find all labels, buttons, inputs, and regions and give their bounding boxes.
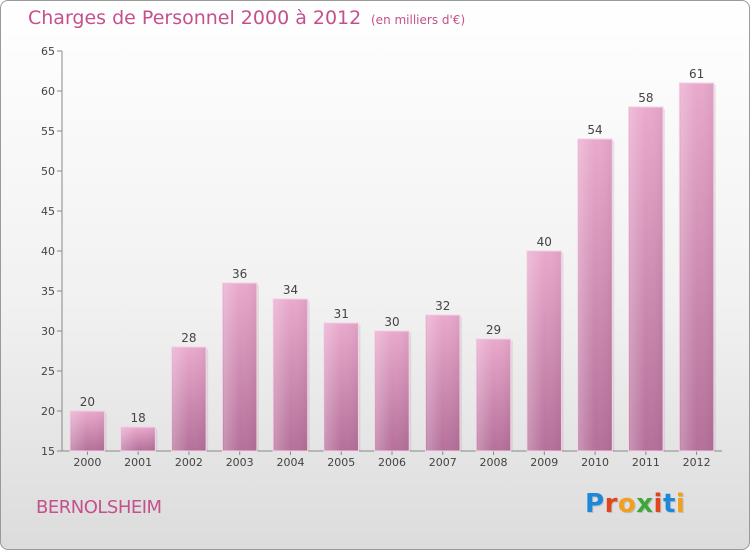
bar-highlight [274, 300, 307, 451]
x-tick-label: 2006 [378, 456, 406, 469]
town-name: BERNOLSHEIM [36, 497, 162, 518]
y-tick-label: 25 [41, 365, 55, 378]
bar-highlight [680, 84, 713, 451]
y-tick-label: 30 [41, 325, 55, 338]
bar-highlight [528, 252, 561, 451]
bar-value-label: 58 [638, 91, 653, 105]
y-axis: 15 20 25 30 35 40 45 50 55 60 65 [41, 45, 63, 458]
x-tick-label: 2000 [73, 456, 101, 469]
x-tick-label: 2012 [683, 456, 711, 469]
y-tick-label: 65 [41, 45, 55, 58]
y-tick-label: 45 [41, 205, 55, 218]
x-tick-label: 2010 [581, 456, 609, 469]
proxiti-logo: Proxiti [585, 489, 685, 519]
logo-letter: i [675, 489, 686, 519]
bar-highlight [375, 332, 409, 451]
bar-value-label: 18 [131, 411, 146, 425]
bar-highlight [477, 340, 510, 451]
bar-highlight [578, 140, 612, 451]
x-tick-label: 2008 [480, 456, 508, 469]
x-tick-label: 2004 [276, 456, 304, 469]
logo-letter: o [617, 489, 637, 519]
x-tick-label: 2001 [124, 456, 152, 469]
bar-highlight [629, 108, 663, 451]
bar-value-label: 31 [334, 307, 349, 321]
logo-letter: P [585, 489, 605, 519]
y-tick-label: 55 [41, 125, 55, 138]
bar-value-label: 30 [384, 315, 399, 329]
bar-value-label: 54 [587, 123, 602, 137]
y-tick-label: 15 [41, 445, 55, 458]
bar-value-label: 36 [232, 267, 247, 281]
y-tick-label: 60 [41, 85, 55, 98]
bar-value-label: 34 [283, 283, 298, 297]
x-tick-label: 2005 [327, 456, 355, 469]
bar-highlight [223, 284, 256, 451]
bar-value-label: 61 [689, 67, 704, 81]
x-tick-label: 2009 [530, 456, 558, 469]
y-tick-label: 35 [41, 285, 55, 298]
logo-letter: i [653, 489, 663, 519]
logo-letter: x [636, 489, 654, 519]
bar-value-label: 40 [537, 235, 552, 249]
x-tick-label: 2003 [226, 456, 254, 469]
chart-subtitle: (en milliers d'€) [371, 13, 466, 27]
y-tick-label: 40 [41, 245, 55, 258]
logo-letter: r [604, 489, 618, 519]
bar-value-label: 29 [486, 323, 501, 337]
bar-highlight [71, 412, 104, 451]
bar-value-label: 20 [80, 395, 95, 409]
bar-highlight [324, 324, 358, 451]
x-tick-label: 2002 [175, 456, 203, 469]
bar-highlight [172, 348, 206, 451]
y-tick-label: 20 [41, 405, 55, 418]
bar-highlight [426, 316, 460, 451]
bars: 20 18 28 36 34 31 30 32 29 40 54 58 61 [69, 67, 716, 452]
x-tick-label: 2007 [429, 456, 457, 469]
logo-letter: t [662, 489, 676, 519]
x-axis: 2000 2001 2002 2003 2004 2005 2006 2007 2008 2009… [62, 450, 722, 469]
y-tick-label: 50 [41, 165, 55, 178]
bar-value-label: 28 [181, 331, 196, 345]
chart-title: Charges de Personnel 2000 à 2012 [28, 7, 362, 29]
x-tick-label: 2011 [632, 456, 660, 469]
bar-value-label: 32 [435, 299, 450, 313]
bar-highlight [121, 428, 155, 451]
